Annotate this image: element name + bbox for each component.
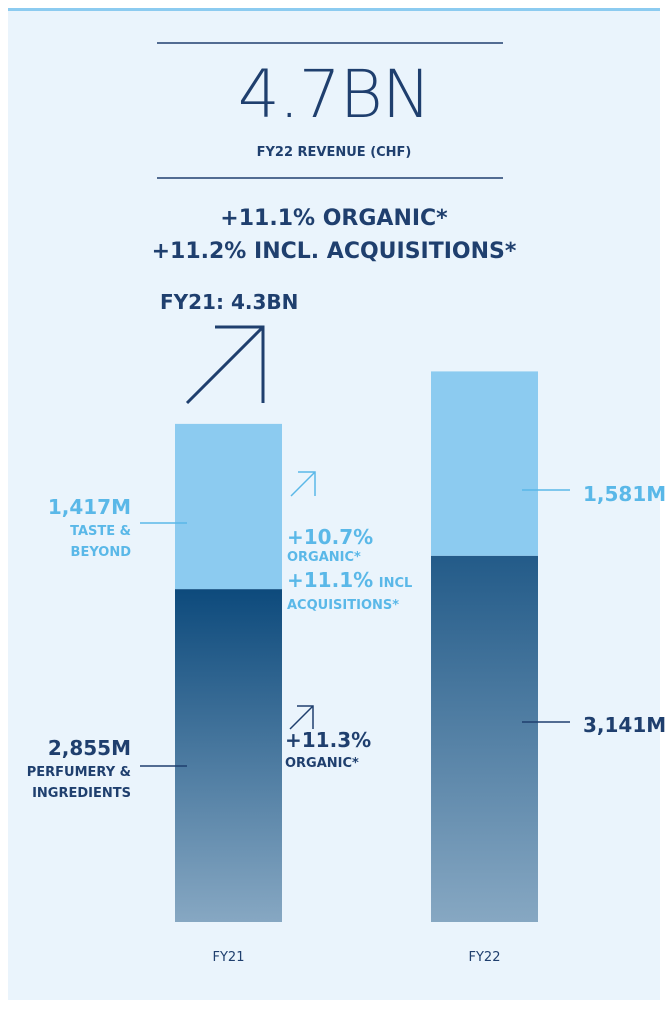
previous-year: FY21: 4.3BN [160, 290, 299, 314]
growth-arrow [185, 325, 265, 405]
bar-segment [431, 555, 538, 922]
value-label: 1,417M [47, 495, 131, 519]
bar-segment [431, 371, 538, 556]
annotation: ORGANIC* [287, 550, 361, 565]
bar-segment [175, 423, 282, 590]
x-tick-label: FY22 [468, 950, 501, 965]
growth-arrow [289, 705, 314, 730]
annotation: +10.7% [287, 525, 374, 549]
subtitle: FY22 REVENUE (CHF) [256, 145, 412, 160]
panel [8, 8, 660, 1000]
x-tick-label: FY21 [212, 950, 245, 965]
annotation: ORGANIC* [285, 756, 359, 771]
annotation: INCL [378, 576, 413, 591]
headline: 4.7BN [237, 56, 432, 133]
growth-arrow [290, 471, 316, 497]
bar-segment [175, 589, 282, 922]
annotation: ACQUISITIONS* [287, 598, 400, 613]
value-label: 2,855M [47, 736, 131, 760]
annotation: +11.1% INCL [287, 568, 412, 592]
annotation: +11.1% [287, 568, 374, 592]
value-label: 3,141M [583, 713, 667, 737]
value-label: 1,581M [583, 482, 667, 506]
annotation: +11.3% [285, 728, 372, 752]
highlight: +11.2% INCL. ACQUISITIONS* [151, 239, 517, 264]
series-label: PERFUMERY & INGREDIENTS [26, 765, 131, 801]
series-label: TASTE & BEYOND [70, 524, 131, 560]
highlight: +11.1% ORGANIC* [220, 206, 448, 231]
